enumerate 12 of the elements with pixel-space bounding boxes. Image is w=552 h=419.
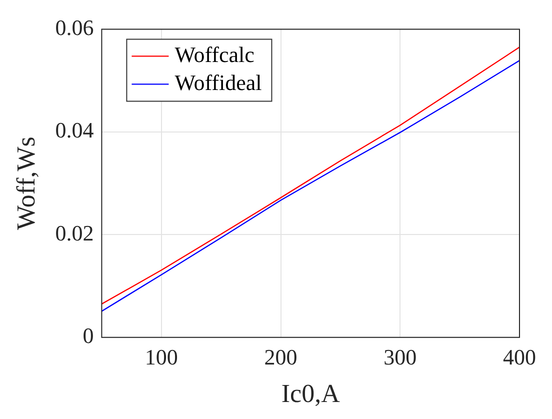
y-axis-title: Woff,Ws xyxy=(11,136,40,230)
x-tick-label: 200 xyxy=(264,344,298,370)
legend-label: Woffcalc xyxy=(174,42,255,67)
y-tick-label: 0.02 xyxy=(55,220,94,246)
x-axis-title: Ic0,A xyxy=(281,379,340,408)
x-tick-label: 300 xyxy=(384,344,417,370)
y-tick-label: 0 xyxy=(82,323,94,348)
legend-label: Woffideal xyxy=(174,70,262,95)
y-tick-label: 0.04 xyxy=(55,118,94,143)
x-tick-label: 100 xyxy=(144,344,178,370)
x-tick-label: 400 xyxy=(503,344,536,370)
y-tick-label: 0.06 xyxy=(55,14,94,40)
